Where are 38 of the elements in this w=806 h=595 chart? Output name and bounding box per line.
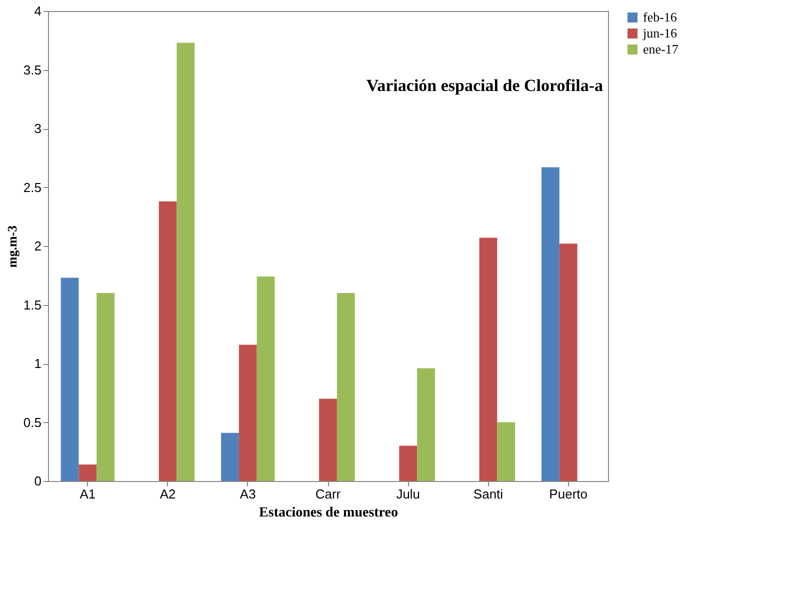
bar [60,278,79,481]
x-tick-label: A2 [160,486,176,502]
x-tick-label: Puerto [549,486,588,502]
y-tick-label: 0.5 [23,414,42,430]
bar [158,201,177,481]
bar [559,244,578,481]
x-tick-label: Carr [315,486,342,502]
text: Variación espacial de Clorofila-a [366,76,604,95]
y-axis-title: mg.m-3 [4,224,20,268]
bar [399,446,418,481]
y-tick-label: 4 [34,4,42,18]
y-tick-label: 3 [34,121,42,136]
x-tick-label: A3 [240,486,256,502]
y-tick-label: 2.5 [23,180,42,195]
bar [78,464,97,481]
y-tick-label: 2 [34,238,42,254]
bar [417,368,435,481]
bar [221,432,239,481]
bar [256,276,275,481]
x-tick-label: Julu [396,486,420,502]
bar [238,344,257,481]
y-tick-label: 0 [34,474,42,488]
y-tick-label: 1 [34,356,42,371]
x-tick-label: Santi [473,486,504,502]
bar [336,293,355,481]
x-tick-label: A1 [80,486,96,502]
legend-label: jun-16 [642,26,678,40]
legend-label: ene-17 [643,42,679,56]
legend-label: feb-16 [643,10,678,24]
bar [542,167,560,481]
x-axis-title: Estaciones de muestreo [259,506,398,520]
bar [176,42,195,481]
y-tick-label: 3.5 [23,62,42,78]
bar [319,398,337,481]
bar [497,422,516,481]
y-tick-label: 1.5 [23,297,42,312]
bar [479,238,498,481]
bar [96,293,114,481]
